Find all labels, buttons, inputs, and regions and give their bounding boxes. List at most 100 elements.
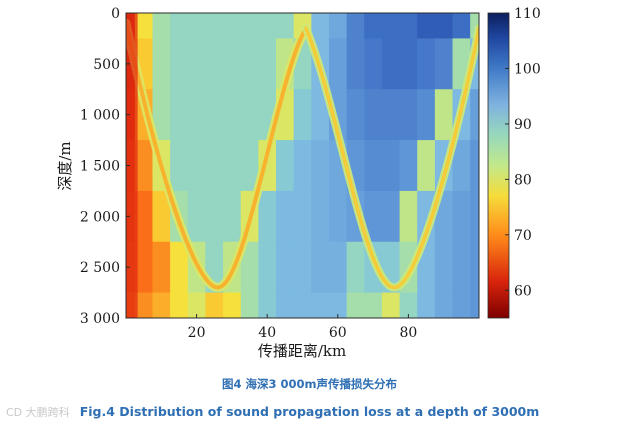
heatmap-cell (258, 241, 277, 294)
heatmap-cell (364, 13, 383, 40)
heatmap-cell (205, 13, 224, 40)
near-source-zone (126, 13, 138, 318)
heatmap-cell (276, 241, 295, 294)
heatmap-cell (470, 140, 479, 192)
heatmap-cell (346, 241, 365, 294)
heatmap-cell (417, 292, 436, 318)
heatmap-cell (417, 89, 436, 141)
heatmap-cell (170, 241, 189, 294)
heatmap-cell (417, 140, 436, 192)
heatmap-cell (399, 140, 418, 192)
colorbar-axis: 60 70 80 90 100 110 (505, 6, 541, 299)
heatmap-cell (293, 292, 312, 318)
heatmap-cell (381, 140, 401, 192)
heatmap-cell (470, 292, 479, 318)
heatmap-cell (152, 292, 171, 318)
heatmap-cell (364, 89, 383, 141)
heatmap-cell (134, 13, 154, 40)
heatmap-cell (187, 140, 207, 192)
heatmap-cell (434, 292, 454, 318)
x-axis: 20 40 60 80 (188, 314, 417, 341)
colorbar-tick-label: 80 (514, 172, 532, 188)
colorbar-tick-label: 110 (514, 6, 541, 22)
heatmap-cell (134, 241, 154, 294)
y-tick-label: 2 000 (80, 209, 120, 225)
heatmap-cell (399, 13, 418, 40)
heatmap-cell (311, 292, 330, 318)
heatmap-cell (223, 89, 242, 141)
x-tick-label: 40 (258, 325, 276, 341)
heatmap-cell (452, 13, 471, 40)
heatmap-cell (452, 292, 471, 318)
heatmap-cell (187, 190, 207, 243)
heatmap-cell (346, 38, 365, 90)
heatmap-cell (346, 13, 365, 40)
heatmap-cell (293, 190, 312, 243)
heatmap-cell (470, 241, 479, 294)
heatmap-cell (381, 292, 401, 318)
heatmap-cell (381, 89, 401, 141)
convergence-zone-band-1-core (126, 21, 309, 290)
heatmap-cell (364, 38, 383, 90)
y-tick-label: 1 500 (80, 159, 120, 175)
heatmap-cell (328, 190, 348, 243)
heatmap-cell (328, 13, 348, 40)
x-axis-title: 传播距离/km (258, 342, 346, 360)
heatmap-cell (152, 89, 171, 141)
x-tick-label: 60 (329, 325, 347, 341)
heatmap-cell (258, 13, 277, 40)
heatmap-cell (205, 140, 224, 192)
heatmap-cell (240, 140, 259, 192)
heatmap-cell (223, 292, 242, 318)
heatmap-cell (240, 13, 259, 40)
heatmap-cell (258, 292, 277, 318)
heatmap-cell (276, 190, 295, 243)
heatmap-cell (470, 13, 479, 40)
heatmap-cell (258, 38, 277, 90)
heatmap-cell (134, 190, 154, 243)
heatmap-cell (240, 292, 259, 318)
y-tick-label: 3 000 (80, 311, 120, 327)
heatmap-cell (152, 13, 171, 40)
watermark-logo: CD 大鹏跨科 (6, 406, 70, 419)
heatmap-cell (434, 89, 454, 141)
heatmap-cell (223, 38, 242, 90)
heatmap-cell (434, 13, 454, 40)
heatmap-cell (240, 241, 259, 294)
heatmap-cell (170, 89, 189, 141)
heatmap-cell (170, 292, 189, 318)
heatmap-cell (434, 241, 454, 294)
heatmap-cell (205, 89, 224, 141)
heatmap-cell (293, 89, 312, 141)
heatmap-cell (434, 38, 454, 90)
heatmap-cell (187, 89, 207, 141)
heatmap-cell (223, 190, 242, 243)
colorbar (487, 12, 510, 319)
heatmap-cell (223, 13, 242, 40)
heatmap-cell (240, 89, 259, 141)
colorbar-tick-label: 100 (514, 61, 541, 77)
heatmap-cell (311, 13, 330, 40)
heatmap-cell (328, 38, 348, 90)
colorbar-tick-label: 60 (514, 283, 532, 299)
heatmap-cell (399, 190, 418, 243)
y-axis-title: 深度/m (56, 141, 74, 190)
heatmap-cell (205, 190, 224, 243)
heatmap-cell (276, 13, 295, 40)
heatmap-cell (417, 13, 436, 40)
plot-area (126, 13, 479, 318)
heatmap-cell (152, 38, 171, 90)
heatmap-cell (187, 38, 207, 90)
heatmap-cell (470, 190, 479, 243)
heatmap-cell (311, 241, 330, 294)
heatmap-features (126, 13, 479, 318)
figure-caption-en: Fig.4 Distribution of sound propagation … (79, 404, 540, 419)
heatmap-cell (276, 140, 295, 192)
heatmap-cell (452, 241, 471, 294)
heatmap-cell (328, 241, 348, 294)
heatmap-cell (311, 190, 330, 243)
heatmap-cell (399, 89, 418, 141)
heatmap-cell (470, 89, 479, 141)
y-tick-label: 0 (111, 6, 120, 22)
